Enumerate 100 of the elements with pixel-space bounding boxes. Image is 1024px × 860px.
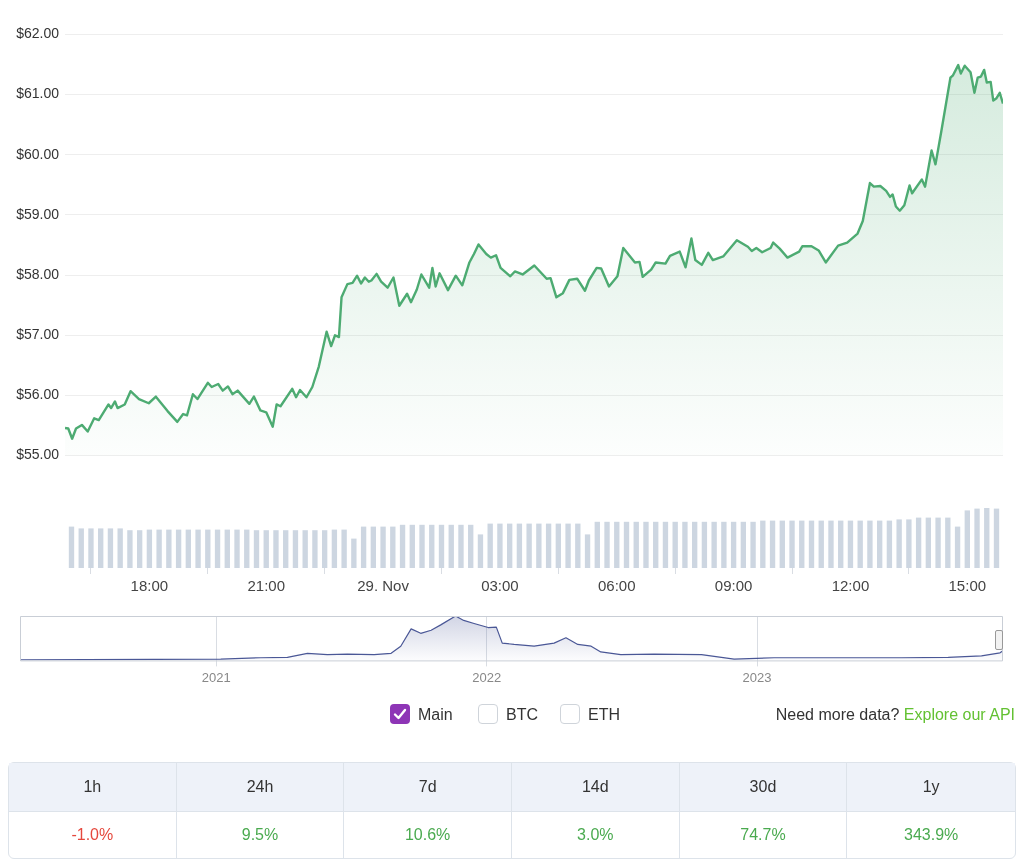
y-tick-label: $59.00: [16, 205, 60, 222]
bar: [195, 529, 201, 568]
bar: [633, 521, 639, 568]
x-tick-label: 2023: [742, 669, 772, 685]
bar: [360, 526, 367, 568]
bar: [945, 517, 951, 568]
category-label: 1y: [847, 763, 1015, 812]
bar: [117, 528, 123, 568]
y-tick-label: $55.00: [16, 446, 60, 463]
bar: [779, 520, 785, 568]
bar: [701, 521, 708, 568]
bar: [799, 520, 805, 568]
bar: [565, 523, 571, 568]
bar: [370, 526, 377, 568]
y-tick-label: $58.00: [16, 265, 60, 282]
bar: [682, 521, 688, 568]
bar: [575, 523, 581, 568]
bar: [429, 524, 435, 568]
bar: [477, 534, 484, 568]
bar: [175, 529, 182, 568]
bar: [98, 528, 104, 568]
bar: [448, 524, 454, 568]
bar: [78, 528, 84, 568]
bar: [808, 520, 815, 568]
bar: [283, 530, 289, 568]
y-tick-label: $57.00: [16, 326, 60, 343]
category-label: 7d: [344, 763, 512, 812]
bar: [341, 529, 347, 568]
category-label: 14d: [511, 763, 680, 812]
bar: [185, 529, 192, 568]
bar: [166, 529, 172, 568]
bar: [769, 520, 776, 568]
bar: [312, 530, 318, 568]
bar: [886, 520, 893, 568]
bar: [536, 523, 542, 568]
bar: [896, 519, 902, 568]
bar: [750, 521, 756, 568]
data-label: 74.7%: [679, 812, 848, 858]
bar: [740, 521, 747, 568]
category-label: 1h: [9, 763, 177, 812]
bar: [760, 520, 766, 568]
data-label: 3.0%: [511, 812, 680, 858]
y-tick-label: $60.00: [16, 145, 60, 162]
bar: [419, 524, 425, 568]
bar: [224, 529, 230, 568]
bar: [156, 529, 162, 568]
bar: [380, 526, 386, 568]
bar: [614, 521, 620, 568]
bar: [526, 523, 532, 568]
bar: [935, 517, 941, 568]
bar: [516, 523, 523, 568]
data-label: 10.6%: [344, 812, 512, 858]
y-tick-label: $56.00: [16, 386, 60, 403]
bar: [234, 529, 240, 568]
bar: [867, 520, 873, 568]
bar: [925, 517, 932, 568]
bar: [876, 520, 883, 568]
bar: [136, 530, 143, 568]
y-tick-label: $61.00: [16, 85, 60, 102]
data-label: -1.0%: [9, 812, 177, 858]
bar: [487, 523, 493, 568]
text: Explore our API: [903, 706, 1015, 723]
bar: [68, 526, 75, 568]
x-tick-label: 2022: [472, 669, 502, 685]
bar: [604, 521, 610, 568]
bar: [993, 508, 1000, 568]
bar: [691, 521, 698, 568]
x-tick-label: 18:00: [130, 577, 169, 595]
x-tick-label: 29. Nov: [357, 577, 410, 595]
bar: [954, 526, 961, 568]
bar: [594, 521, 600, 568]
bar: [915, 517, 922, 568]
text: Need more data?: [775, 706, 900, 723]
bar: [107, 528, 114, 568]
bar: [458, 524, 464, 568]
data-label: 9.5%: [176, 812, 345, 858]
bar: [818, 520, 824, 568]
x-tick-label: 2021: [201, 669, 231, 685]
text: ETH: [588, 705, 620, 725]
bar: [244, 529, 250, 568]
bar: [643, 521, 649, 568]
data-label: 343.9%: [903, 825, 960, 845]
bar: [847, 520, 854, 568]
bar: [468, 524, 474, 568]
category-label: 30d: [679, 763, 848, 812]
bar: [497, 523, 503, 568]
x-tick-label: 12:00: [831, 577, 870, 595]
bar: [857, 520, 863, 568]
bar: [331, 529, 338, 568]
bar: [273, 530, 279, 568]
bar: [730, 521, 737, 568]
bar: [351, 538, 357, 568]
bar: [292, 530, 299, 568]
x-tick-label: 06:00: [597, 577, 636, 595]
bar: [506, 523, 513, 568]
x-tick-label: 03:00: [481, 577, 519, 595]
x-tick-label: 21:00: [247, 577, 286, 595]
category-label: 24h: [176, 763, 345, 812]
bar: [584, 534, 591, 568]
bar: [302, 530, 308, 568]
